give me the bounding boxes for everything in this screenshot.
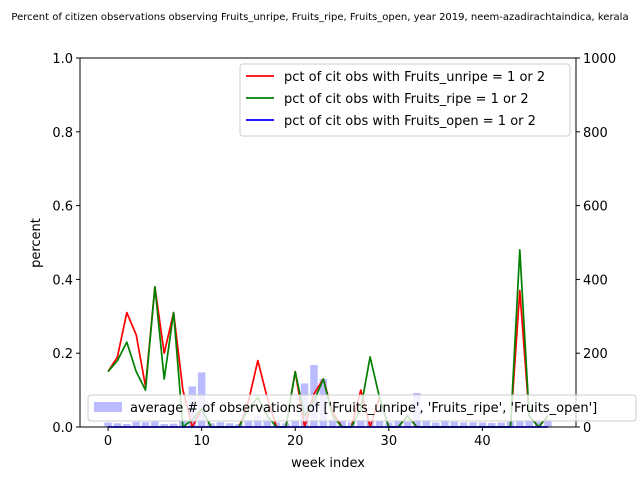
- legend-swatch-bars: [94, 402, 122, 412]
- legend-label-1: pct of cit obs with Fruits_ripe = 1 or 2: [284, 92, 529, 107]
- observation-bar-week-39: [469, 422, 477, 427]
- observation-bar-week-35: [431, 422, 440, 427]
- observation-bar-week-41: [488, 422, 496, 427]
- y2-tick-label: 800: [583, 126, 608, 141]
- y-tick-label: 0.4: [52, 273, 73, 288]
- observation-bar-week-46: [534, 421, 543, 427]
- observation-bar-week-0: [104, 422, 112, 427]
- y-axis-label: percent: [29, 218, 44, 268]
- observation-bar-week-3: [132, 421, 140, 427]
- y-axis-right-ticks: 0 200 400 600 800 1000: [576, 52, 616, 436]
- x-tick-label: 20: [287, 434, 304, 449]
- observation-bar-week-12: [216, 422, 225, 427]
- observation-bar-week-45: [525, 419, 533, 427]
- legend-bars: average # of observations of ['Fruits_un…: [87, 394, 637, 422]
- observation-bar-week-24: [328, 418, 337, 427]
- y2-tick-label: 600: [583, 200, 608, 215]
- observation-bar-week-38: [459, 422, 468, 427]
- observation-bar-week-37: [450, 421, 459, 427]
- observation-bar-week-36: [441, 421, 449, 427]
- observation-bar-week-40: [478, 422, 487, 427]
- y-tick-label: 0.8: [52, 126, 73, 141]
- legend-label-0: pct of cit obs with Fruits_unripe = 1 or…: [284, 70, 545, 85]
- x-axis-label: week index: [291, 456, 365, 471]
- observation-bar-week-32: [403, 421, 412, 427]
- y2-tick-label: 0: [583, 421, 591, 436]
- x-tick-label: 0: [104, 434, 112, 449]
- legend-bars-box: [87, 394, 637, 422]
- plot-area-frame: [79, 57, 577, 428]
- observation-bar-week-17: [263, 417, 271, 427]
- x-tick-label: 10: [193, 434, 210, 449]
- observation-bar-week-29: [375, 421, 384, 427]
- observation-bar-week-47: [544, 418, 552, 427]
- y2-tick-label: 1000: [583, 52, 616, 67]
- x-tick-label: 30: [381, 434, 398, 449]
- observation-bar-week-44: [516, 421, 524, 427]
- y-tick-label: 0.6: [52, 200, 73, 215]
- observation-bar-week-6: [160, 424, 168, 427]
- x-tick-label: 40: [474, 434, 491, 449]
- observation-bar-week-27: [357, 419, 365, 427]
- observation-bar-week-2: [123, 424, 131, 427]
- observation-bar-week-34: [422, 419, 431, 427]
- y2-tick-label: 200: [583, 347, 608, 362]
- observation-bar-week-15: [244, 419, 253, 427]
- y-tick-label: 1.0: [52, 52, 73, 67]
- observation-bar-week-7: [169, 423, 178, 427]
- observation-bar-week-20: [291, 419, 299, 427]
- y-tick-label: 0.0: [52, 421, 73, 436]
- observation-bar-week-25: [338, 421, 346, 427]
- observation-bar-week-1: [113, 423, 122, 427]
- legend-lines-box: [239, 63, 571, 137]
- y-tick-label: 0.2: [52, 347, 73, 362]
- observation-bar-week-42: [497, 422, 505, 427]
- y-axis-left-ticks: 0.0 0.2 0.4 0.6 0.8 1.0: [52, 52, 80, 436]
- observation-bar-week-5: [151, 421, 159, 427]
- x-axis-ticks: 0 10 20 30 40: [104, 427, 491, 449]
- y2-tick-label: 400: [583, 273, 608, 288]
- legend-lines: pct of cit obs with Fruits_unripe = 1 or…: [239, 63, 571, 137]
- observation-bar-week-4: [141, 422, 150, 427]
- legend-label-bars: average # of observations of ['Fruits_un…: [130, 401, 597, 416]
- observation-bar-week-13: [225, 423, 234, 427]
- observation-bar-week-31: [394, 420, 402, 427]
- legend-label-2: pct of cit obs with Fruits_open = 1 or 2: [284, 114, 536, 129]
- chart-title: Percent of citizen observations observin…: [11, 12, 628, 23]
